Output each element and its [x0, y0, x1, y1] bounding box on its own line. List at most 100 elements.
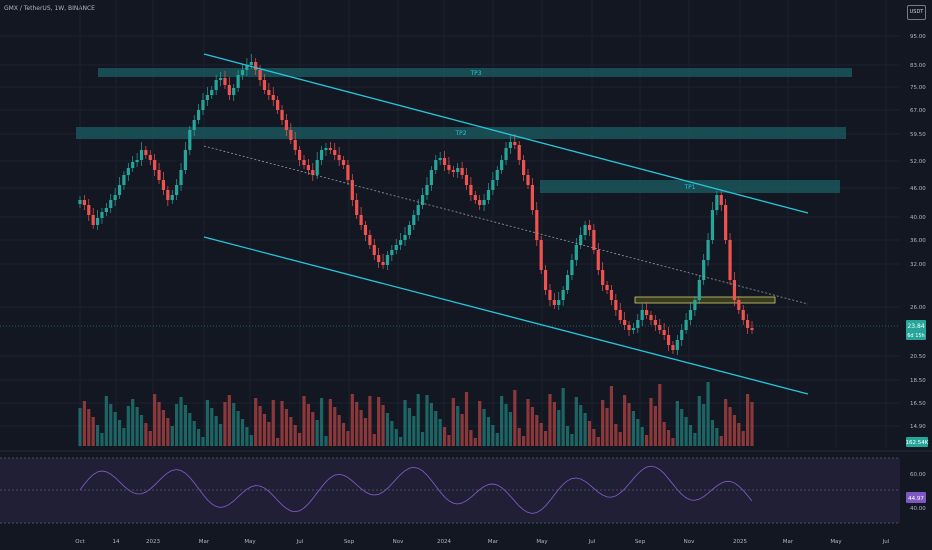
time-tick-10: May — [536, 539, 548, 545]
volume-bar — [223, 402, 227, 446]
volume-bar — [710, 420, 715, 446]
candle — [697, 280, 701, 300]
candle — [100, 212, 104, 218]
candle — [746, 320, 750, 328]
candle — [284, 120, 289, 130]
candle — [522, 160, 526, 175]
volume-bar — [438, 419, 442, 446]
volume-bar — [609, 386, 614, 446]
volume-bar — [623, 395, 627, 446]
candle — [500, 160, 504, 170]
price-tick-7: 40.00 — [910, 215, 926, 221]
volume-bar — [341, 423, 346, 446]
candle — [741, 310, 745, 320]
volume-bar — [526, 399, 530, 446]
descending-channel — [203, 53, 809, 395]
time-axis[interactable]: Oct 14 2023 Mar May Jul Sep Nov 2024 Mar May Jul Sep… — [75, 539, 890, 545]
candle — [636, 320, 640, 328]
price-axis[interactable]: 95.00 83.00 75.00 67.00 59.50 52.00 46.00 40.00… — [910, 34, 926, 430]
volume-bar — [390, 421, 394, 446]
volume-bar — [245, 427, 249, 446]
candle — [649, 315, 653, 320]
volume-bar — [122, 428, 126, 446]
candle — [486, 190, 491, 200]
time-tick-13: Nov — [684, 539, 695, 545]
volume-bar — [649, 398, 653, 446]
candle — [218, 78, 223, 80]
volume-bar — [254, 398, 258, 446]
volume-bar — [109, 404, 113, 446]
candle — [666, 335, 671, 345]
volume-bar — [355, 402, 359, 446]
candle — [680, 330, 684, 340]
candle — [412, 215, 416, 225]
time-tick-2: 2023 — [146, 539, 160, 545]
channel-mid — [203, 145, 809, 305]
candle — [355, 200, 359, 215]
candle — [543, 270, 548, 290]
price-tick-13: 18.50 — [910, 378, 926, 384]
candle — [232, 88, 236, 95]
volume-bar — [565, 426, 570, 446]
volume-bar — [381, 405, 385, 446]
volume-bar — [135, 407, 139, 446]
candle — [319, 150, 324, 160]
volume-bar — [583, 413, 587, 446]
volume-bar — [671, 438, 675, 446]
currency-button[interactable]: USDT — [907, 5, 926, 20]
candle — [139, 150, 144, 160]
candle — [728, 240, 732, 280]
volume-bar — [627, 403, 631, 446]
volume-bar — [535, 415, 539, 446]
volume-bar — [495, 433, 499, 446]
volume-bar — [236, 411, 240, 446]
volume-bar — [78, 408, 82, 446]
time-tick-14: 2025 — [733, 539, 747, 545]
time-tick-8: 2024 — [437, 539, 451, 545]
time-tick-7: Nov — [393, 539, 404, 545]
candle — [570, 260, 574, 275]
candle — [333, 150, 337, 155]
time-tick-0: Oct — [75, 539, 85, 545]
rsi-last: 44.97 — [908, 496, 924, 502]
volume-bar — [715, 428, 719, 446]
volume-bar — [117, 420, 122, 446]
candle — [420, 195, 425, 205]
volume-bar — [456, 406, 460, 446]
candle — [381, 262, 385, 265]
candle — [161, 180, 166, 190]
candle — [495, 170, 499, 180]
symbol-title[interactable]: GMX / TetherUS, 1W, BINANCE — [4, 5, 95, 12]
candle — [144, 150, 148, 155]
candle — [157, 170, 161, 180]
volume-bar — [403, 400, 407, 446]
volume-bar — [183, 405, 188, 446]
volume-bar — [262, 414, 267, 446]
volume-bar — [293, 425, 297, 446]
candle — [78, 200, 82, 204]
candle — [530, 185, 534, 210]
volume-bar — [570, 434, 574, 446]
price-tick-3: 67.00 — [910, 108, 926, 114]
candle — [425, 185, 429, 195]
volume-bar — [394, 429, 398, 446]
volume-bar — [658, 384, 662, 446]
candle — [183, 150, 188, 170]
volume-bar — [324, 436, 328, 446]
candle — [341, 160, 346, 165]
volume-bar — [561, 388, 565, 446]
volume-bar — [306, 404, 310, 446]
time-tick-17: Jul — [882, 539, 890, 545]
candle — [535, 210, 539, 240]
time-tick-1: 14 — [113, 539, 120, 545]
candle — [311, 170, 315, 175]
volume-bar — [732, 415, 737, 446]
volume-bar — [675, 401, 679, 446]
candle — [205, 95, 209, 100]
candle — [460, 168, 464, 175]
rsi-tick-60: 60.00 — [910, 472, 926, 478]
candle — [91, 215, 95, 225]
candle — [109, 200, 113, 208]
price-tick-12: 20.50 — [910, 354, 926, 360]
